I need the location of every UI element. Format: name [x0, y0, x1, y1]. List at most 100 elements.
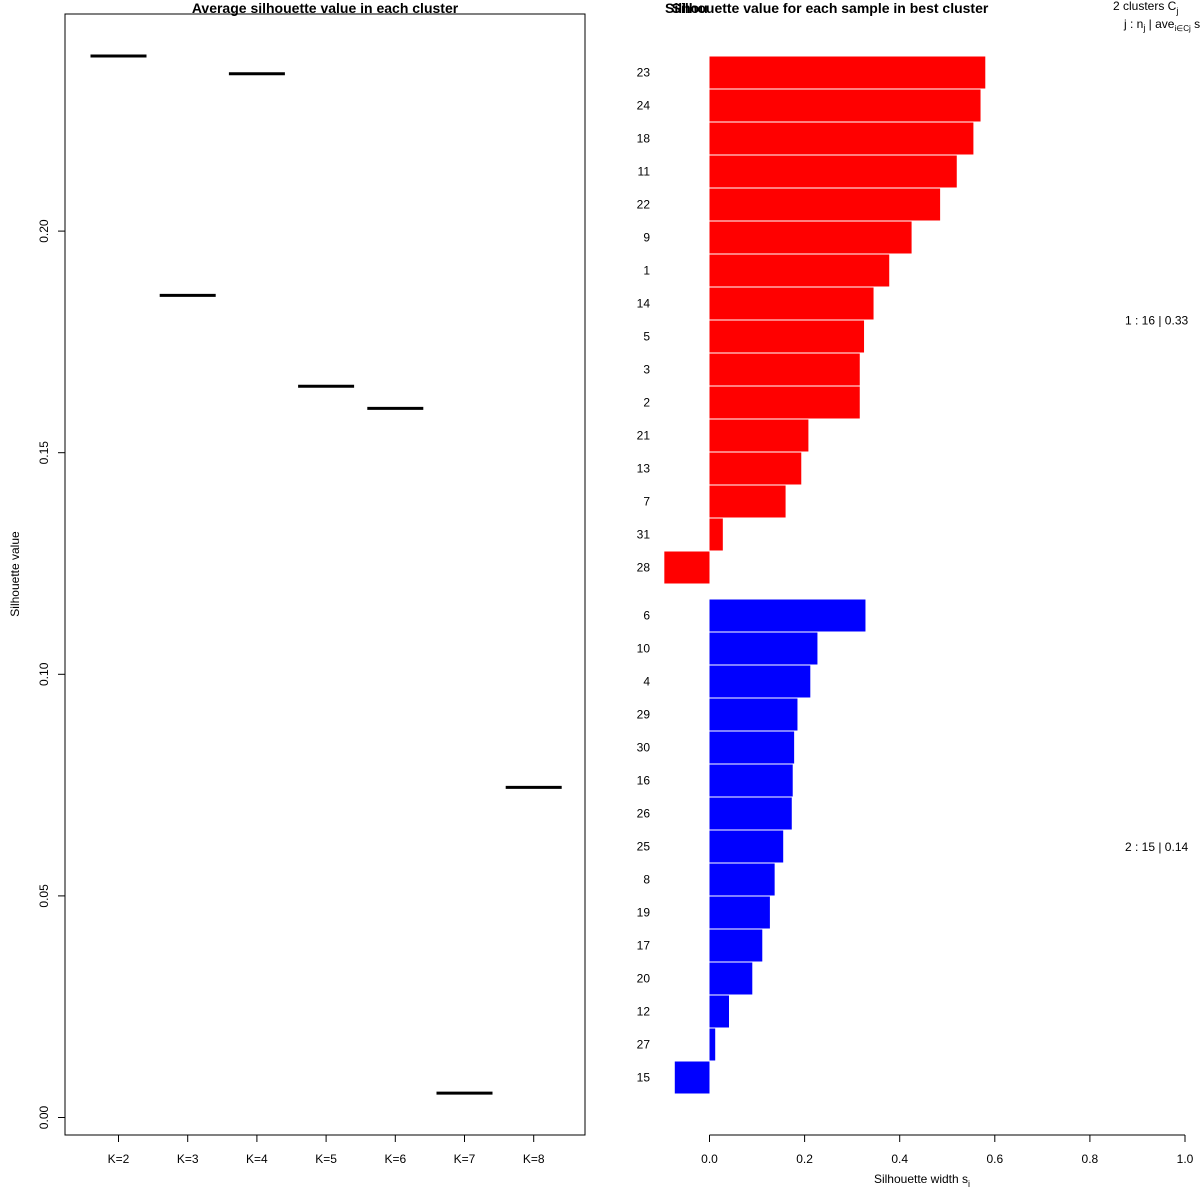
right-x-tick-label: 0.4 — [891, 1152, 908, 1166]
sample-label: 6 — [643, 609, 650, 623]
sample-label: 7 — [643, 495, 650, 509]
left-x-axis: K=2 K=3 K=4 K=5 K=6 K=7 K=8 — [108, 1134, 545, 1166]
sample-label: 31 — [637, 528, 651, 542]
silhouette-bar — [709, 188, 941, 221]
sample-label: 10 — [637, 642, 651, 656]
legend-line1: 2 clusters C — [1113, 0, 1177, 13]
sample-label: 11 — [638, 165, 651, 179]
sample-label: 14 — [637, 297, 651, 311]
right-x-tick-label: 1.0 — [1177, 1152, 1194, 1166]
silhouette-bar — [709, 89, 981, 122]
sample-label: 24 — [637, 99, 651, 113]
sample-label: 27 — [637, 1038, 651, 1052]
avg-silhouette-panel: Average silhouette value in each cluster… — [8, 0, 586, 1166]
svg-text:j : nj | avei∈Cj s: j : nj | avei∈Cj s — [1123, 17, 1200, 33]
left-y-tick-label: 0.10 — [37, 662, 51, 686]
silhouette-bar — [709, 56, 986, 89]
sample-label: 9 — [643, 231, 650, 245]
right-x-axis-label: Silhouette width s — [874, 1172, 968, 1186]
left-marks — [90, 54, 562, 1095]
left-x-tick-label: K=2 — [108, 1152, 130, 1166]
right-x-tick-label: 0.6 — [986, 1152, 1003, 1166]
silhouette-bar — [709, 764, 793, 797]
silhouette-bar — [709, 863, 775, 896]
left-x-tick-label: K=3 — [177, 1152, 199, 1166]
silhouette-bar — [709, 599, 866, 632]
silhouette-bar — [709, 320, 865, 353]
sample-label: 1 — [643, 264, 650, 278]
silhouette-bar — [709, 254, 890, 287]
silhouette-bar — [709, 896, 770, 929]
right-x-axis-label-sub: i — [968, 1179, 970, 1189]
silhouette-bar — [709, 665, 811, 698]
silhouette-bar — [674, 1061, 710, 1094]
sample-label: 21 — [637, 429, 651, 443]
sample-label: 18 — [637, 132, 651, 146]
sample-label: 17 — [637, 939, 651, 953]
sample-label: 28 — [637, 561, 651, 575]
silhouette-bar — [709, 962, 753, 995]
sample-label: 2 — [643, 396, 650, 410]
left-y-tick-label: 0.15 — [37, 441, 51, 465]
left-y-tick-label: 0.00 — [37, 1105, 51, 1129]
sample-label: 15 — [637, 1071, 651, 1085]
silhouette-bar — [709, 518, 723, 551]
silhouette-bar — [709, 698, 798, 731]
legend-line2-mid: | ave — [1145, 17, 1174, 31]
silhouette-bar — [709, 995, 729, 1028]
legend-line2-sub2: i∈Cj — [1174, 24, 1191, 33]
silhouette-plot-panel: Silhouette value for each sample in best… — [637, 0, 1200, 1189]
left-x-tick-label: K=5 — [315, 1152, 337, 1166]
silhouette-bar — [709, 155, 957, 188]
right-x-axis: 0.0 0.2 0.4 0.6 0.8 1.0 — [701, 1134, 1194, 1166]
plot-frame — [64, 13, 586, 1136]
svg-text:2 clusters Cj: 2 clusters Cj — [1113, 0, 1178, 16]
silhouette-bar — [709, 452, 802, 485]
right-x-tick-label: 0.0 — [701, 1152, 718, 1166]
silhouette-bar — [709, 221, 912, 254]
sample-label: 4 — [643, 675, 650, 689]
sample-label: 23 — [637, 66, 651, 80]
right-x-tick-label: 0.8 — [1082, 1152, 1099, 1166]
left-y-axis: 0.00 0.05 0.10 0.15 0.20 — [37, 219, 66, 1129]
sample-label: 3 — [643, 363, 650, 377]
right-x-tick-label: 0.2 — [796, 1152, 813, 1166]
cluster-summaries: 1 : 16 | 0.33 2 : 15 | 0.14 — [1125, 314, 1188, 855]
silhouette-bar — [664, 551, 710, 584]
cluster-legend-header: 2 clusters Cj j : nj | avei∈Cj s — [1113, 0, 1200, 33]
sample-label: 12 — [637, 1005, 651, 1019]
silhouette-bar — [709, 632, 818, 665]
legend-line2-sub: j — [1142, 23, 1145, 33]
sample-label: 19 — [637, 906, 651, 920]
left-y-tick-label: 0.20 — [37, 219, 51, 243]
silhouette-bar — [709, 353, 860, 386]
sample-label: 5 — [643, 330, 650, 344]
silhouette-bar — [709, 1028, 716, 1061]
sample-label: 25 — [637, 840, 651, 854]
svg-text:Silhouette width si: Silhouette width si — [874, 1172, 970, 1189]
silhouette-bars — [664, 56, 986, 1094]
right-chart-title-overprint: Silhouette plot — [665, 0, 763, 16]
sample-label: 22 — [637, 198, 651, 212]
left-chart-title: Average silhouette value in each cluster — [192, 0, 459, 16]
legend-line2-prefix: j : n — [1123, 17, 1143, 31]
silhouette-bar — [709, 830, 784, 863]
silhouette-bar — [709, 287, 874, 320]
left-y-axis-label: Silhouette value — [8, 531, 22, 617]
right-chart-title: Silhouette value for each sample in best… — [672, 0, 989, 16]
cluster-summary: 1 : 16 | 0.33 — [1125, 314, 1188, 328]
cluster-summary: 2 : 15 | 0.14 — [1125, 840, 1188, 854]
silhouette-bar — [709, 731, 795, 764]
sample-label: 26 — [637, 807, 651, 821]
silhouette-bar — [709, 485, 786, 518]
legend-line2-suffix: s — [1191, 17, 1200, 31]
left-x-tick-label: K=4 — [246, 1152, 268, 1166]
silhouette-bar — [709, 122, 974, 155]
silhouette-bar — [709, 386, 860, 419]
sample-label: 16 — [637, 774, 651, 788]
left-y-tick-label: 0.05 — [37, 884, 51, 908]
left-x-tick-label: K=6 — [384, 1152, 406, 1166]
sample-label: 13 — [637, 462, 651, 476]
sample-label: 29 — [637, 708, 651, 722]
